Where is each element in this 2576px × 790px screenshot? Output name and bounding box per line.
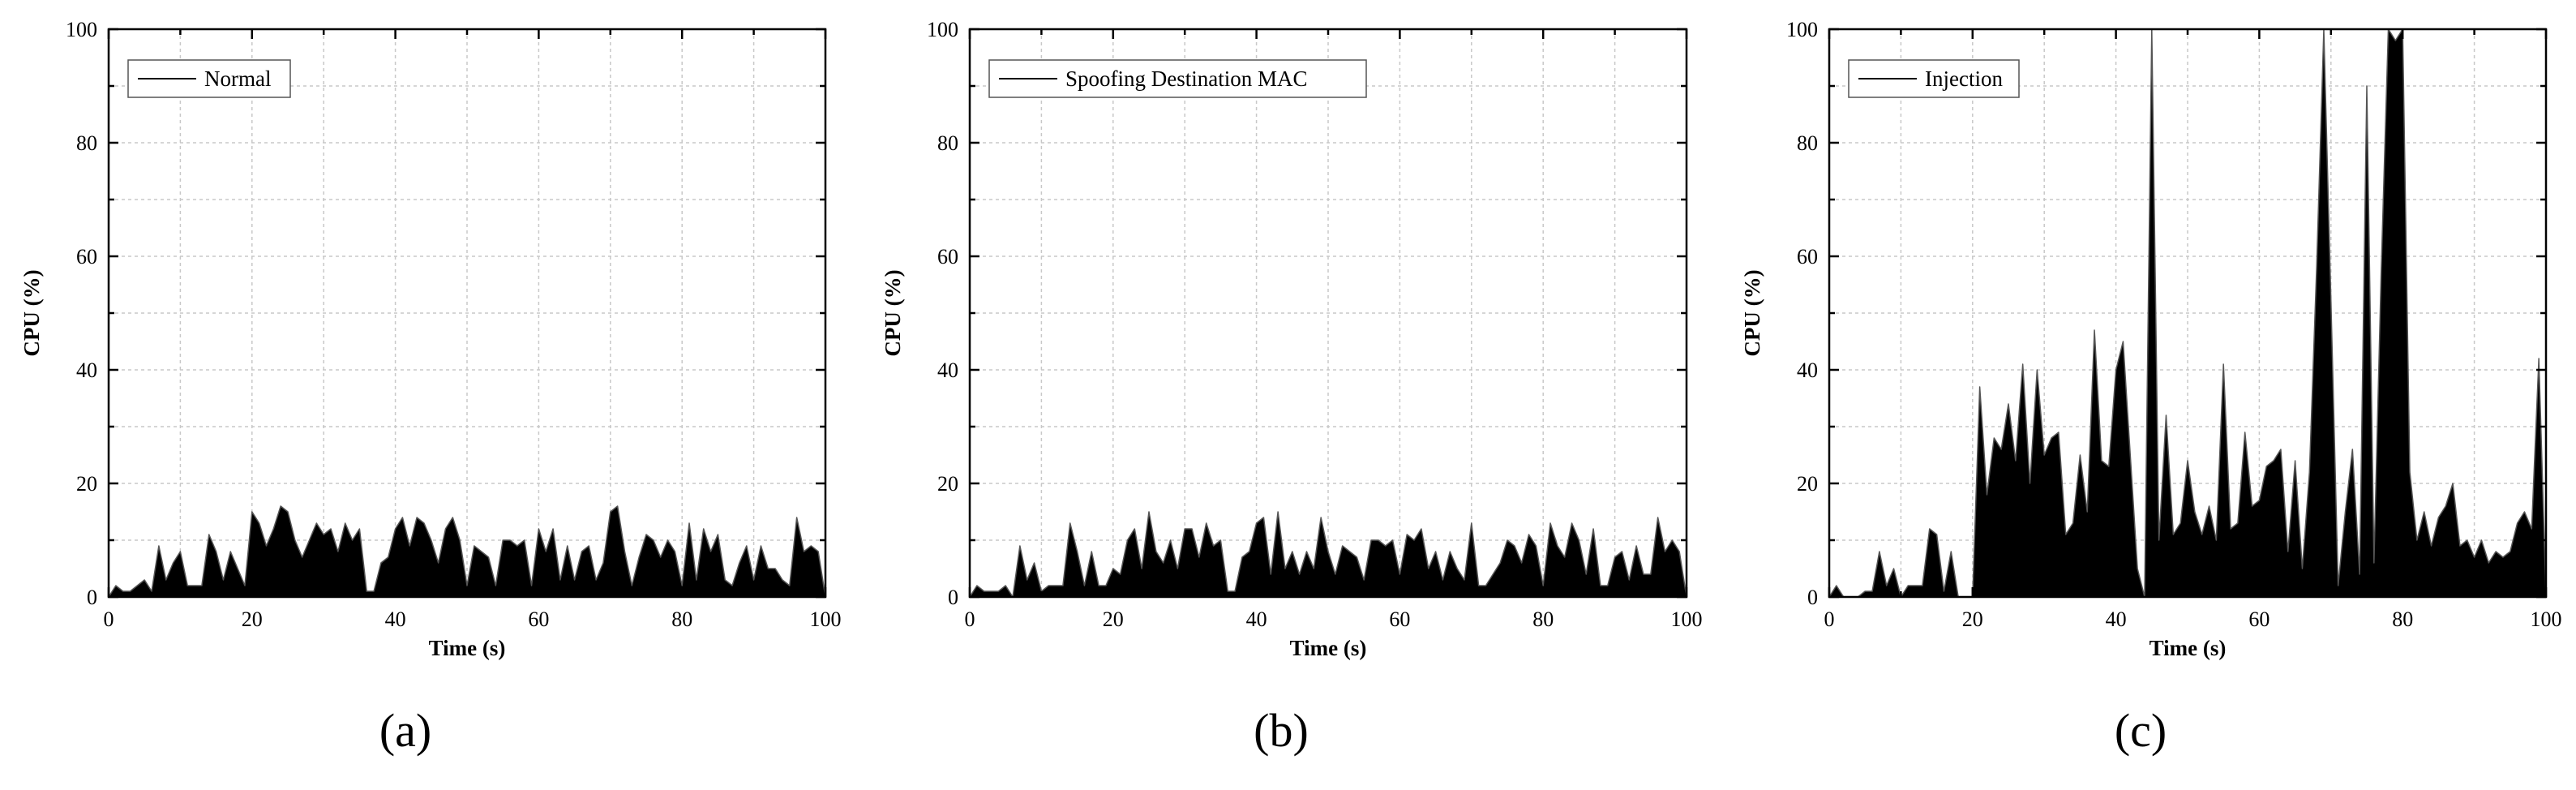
- x-tick-label: 100: [1671, 608, 1703, 631]
- y-tick-label: 60: [76, 245, 97, 268]
- x-tick-label: 100: [810, 608, 842, 631]
- legend-label-0: Injection: [1925, 67, 2003, 91]
- x-tick-label: 20: [242, 608, 263, 631]
- x-tick-label: 0: [965, 608, 975, 631]
- panel-caption: (a): [379, 704, 431, 757]
- y-tick-label: 60: [937, 245, 958, 268]
- y-axis-title: CPU (%): [1740, 269, 1764, 356]
- y-tick-label: 20: [76, 472, 97, 496]
- y-tick-label: 40: [937, 359, 958, 382]
- chart-panel-1: 0 20 40 60 80 100 0 20 40 60 80 100 Time (s) CPU (%) S…: [881, 18, 1703, 757]
- series-area-0: [969, 511, 1687, 598]
- x-tick-label: 60: [1389, 608, 1410, 631]
- y-tick-label: 80: [76, 131, 97, 155]
- chart-panel-2: 0 20 40 60 80 100 0 20 40 60 80 100 Time (s) CPU (%) I…: [1740, 18, 2562, 757]
- y-tick-label: 40: [1797, 359, 1818, 382]
- y-tick-label: 100: [66, 18, 97, 41]
- x-tick-label: 80: [671, 608, 692, 631]
- y-tick-label: 0: [948, 586, 958, 609]
- y-tick-label: 0: [1807, 586, 1818, 609]
- x-axis-title: Time (s): [2150, 636, 2227, 660]
- y-tick-label: 80: [937, 131, 958, 155]
- y-tick-label: 40: [76, 359, 97, 382]
- x-axis-title: Time (s): [429, 636, 506, 660]
- series-area-0: [108, 505, 826, 598]
- x-tick-label: 40: [385, 608, 406, 631]
- y-tick-label: 20: [1797, 472, 1818, 496]
- y-tick-label: 100: [927, 18, 958, 41]
- legend-label-0: Normal: [204, 67, 271, 91]
- panel-caption: (c): [2115, 704, 2167, 757]
- x-tick-label: 60: [528, 608, 549, 631]
- x-tick-label: 80: [1532, 608, 1554, 631]
- panel-caption: (b): [1254, 704, 1309, 757]
- chart-panel-0: 0 20 40 60 80 100 0 20 40 60 80 100 Time (s) CPU (%) N…: [19, 18, 842, 757]
- y-tick-label: 100: [1786, 18, 1818, 41]
- y-tick-label: 0: [87, 586, 97, 609]
- y-tick-label: 20: [937, 472, 958, 496]
- x-tick-label: 40: [1246, 608, 1267, 631]
- y-axis-title: CPU (%): [19, 269, 44, 356]
- legend: Injection: [1848, 59, 2020, 98]
- x-tick-label: 80: [2392, 608, 2413, 631]
- x-tick-label: 100: [2531, 608, 2562, 631]
- legend: Normal: [127, 59, 291, 98]
- x-tick-label: 60: [2248, 608, 2270, 631]
- legend: Spoofing Destination MAC: [988, 59, 1367, 98]
- x-tick-label: 40: [2106, 608, 2127, 631]
- x-axis-title: Time (s): [1290, 636, 1367, 660]
- x-tick-label: 0: [1824, 608, 1835, 631]
- y-tick-label: 80: [1797, 131, 1818, 155]
- series-area-0: [1828, 28, 2547, 598]
- x-tick-label: 20: [1962, 608, 1983, 631]
- y-axis-title: CPU (%): [881, 269, 905, 356]
- x-tick-label: 20: [1103, 608, 1124, 631]
- legend-label-0: Spoofing Destination MAC: [1065, 67, 1308, 91]
- x-tick-label: 0: [104, 608, 114, 631]
- y-tick-label: 60: [1797, 245, 1818, 268]
